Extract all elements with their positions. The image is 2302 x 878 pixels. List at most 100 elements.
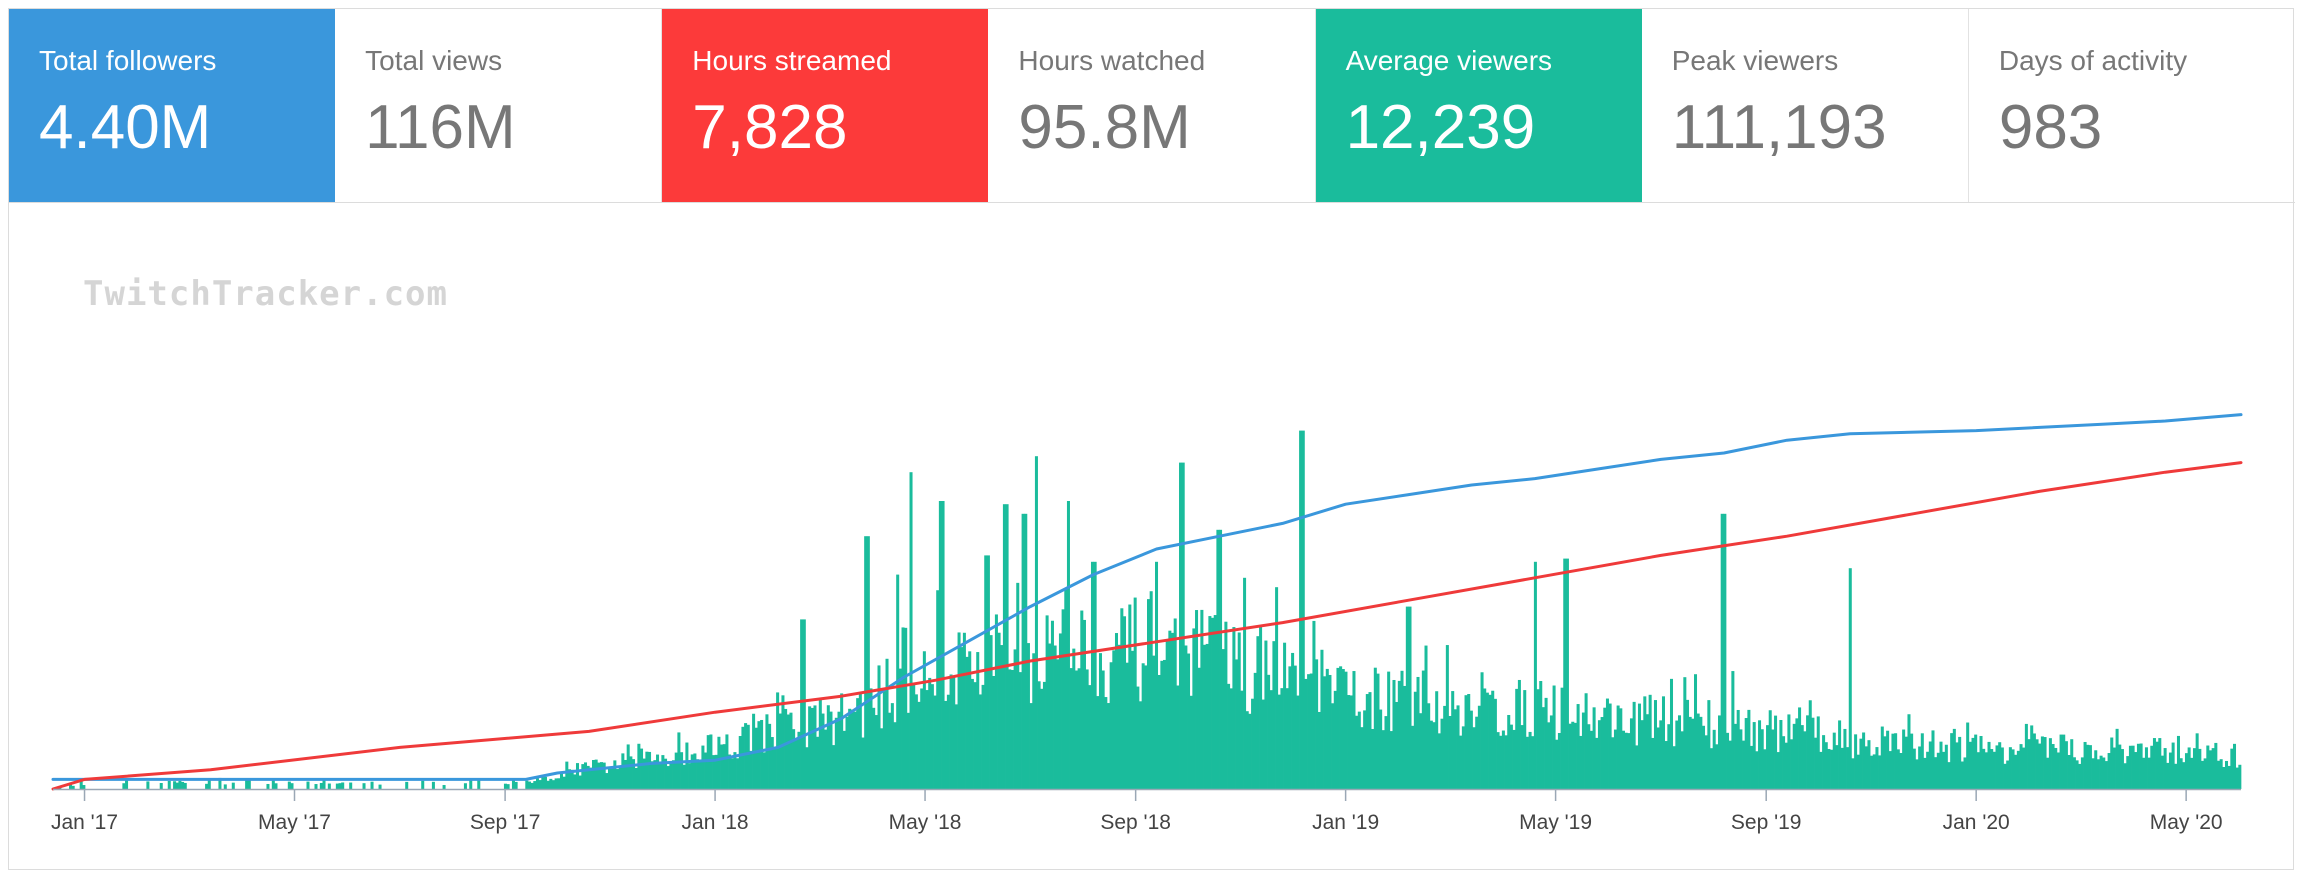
viewer-bar	[1501, 730, 1505, 789]
viewer-bar	[1371, 728, 1375, 789]
stat-value: 4.40M	[39, 93, 212, 162]
stat-hours-watched[interactable]: Hours watched 95.8M	[988, 9, 1316, 202]
viewer-bar	[1694, 674, 1698, 789]
viewer-bar	[1160, 660, 1164, 789]
viewer-bar	[866, 536, 870, 789]
chart-svg: TwitchTracker.com Jan '17 May '17 Sep '17 J…	[51, 274, 2243, 834]
viewer-bar	[1184, 645, 1188, 789]
viewer-bar	[287, 781, 291, 789]
viewer-bar	[680, 752, 684, 789]
viewer-bar	[1597, 720, 1601, 789]
viewer-bar	[2014, 754, 2018, 789]
viewer-bar	[1979, 736, 1983, 789]
stat-total-followers[interactable]: Total followers 4.40M	[9, 9, 336, 202]
viewer-bar	[936, 590, 940, 789]
viewer-bar	[912, 684, 916, 789]
viewer-bar	[1667, 724, 1671, 789]
viewer-bar	[322, 778, 326, 789]
stats-row: Total followers 4.40M Total views 116M H…	[9, 9, 2295, 203]
viewer-bar	[1216, 529, 1220, 789]
viewer-bar	[2136, 743, 2140, 789]
viewer-bar	[864, 536, 868, 789]
viewer-bar	[82, 785, 86, 789]
viewer-bar	[1256, 636, 1260, 789]
stat-value: 116M	[365, 93, 516, 162]
viewer-bar	[2233, 743, 2237, 789]
viewer-bar	[181, 781, 185, 789]
viewer-bar	[1018, 672, 1022, 789]
viewer-bar	[685, 742, 689, 789]
viewer-bar	[1421, 670, 1425, 789]
viewer-bar	[1798, 707, 1802, 789]
viewer-bar	[2203, 758, 2207, 789]
viewer-bar	[2144, 747, 2148, 789]
viewer-bar	[2224, 760, 2229, 789]
viewer-bar	[640, 748, 644, 789]
viewer-bar	[1755, 751, 1759, 789]
viewer-bar	[1251, 698, 1255, 789]
viewer-bar	[1862, 732, 1866, 789]
viewer-bar	[125, 780, 129, 789]
viewer-bar	[1064, 589, 1068, 789]
viewer-bar	[1856, 754, 1860, 789]
dashboard-frame: Total followers 4.40M Total views 116M H…	[8, 8, 2295, 870]
viewer-bar	[2030, 725, 2034, 789]
viewer-bar	[1197, 667, 1201, 789]
stat-hours-streamed[interactable]: Hours streamed 7,828	[662, 9, 989, 202]
stat-peak-viewers[interactable]: Peak viewers 111,193	[1642, 9, 1969, 202]
viewer-bar	[2046, 757, 2050, 789]
viewer-bar	[954, 704, 958, 789]
stat-total-views[interactable]: Total views 116M	[335, 9, 663, 202]
viewer-bar	[1683, 677, 1687, 789]
viewer-bar	[789, 712, 793, 789]
viewer-bar	[1435, 691, 1439, 789]
viewer-bar	[738, 736, 742, 789]
viewer-bar	[2062, 734, 2066, 789]
viewer-bar	[1520, 725, 1524, 789]
viewer-bar	[1173, 618, 1177, 789]
viewer-bar	[1008, 669, 1012, 789]
x-tick-label: Sep '19	[1731, 811, 1802, 834]
viewer-bar	[765, 714, 769, 789]
viewer-bar	[1747, 709, 1751, 789]
viewer-bar	[1010, 669, 1014, 789]
viewer-bar	[1611, 737, 1615, 789]
viewer-bar	[1253, 672, 1257, 789]
viewer-bar	[2051, 744, 2055, 789]
viewer-bar	[1616, 705, 1620, 789]
viewer-bar	[1758, 720, 1762, 789]
viewer-bar	[1195, 610, 1199, 789]
viewer-bar	[1269, 690, 1273, 789]
viewer-bar	[1942, 751, 1946, 789]
viewer-bar	[1984, 752, 1988, 789]
activity-chart: TwitchTracker.com Jan '17 May '17 Sep '17 J…	[9, 203, 2295, 870]
viewer-bar	[978, 694, 982, 789]
viewer-bar	[2134, 752, 2138, 789]
viewer-bar	[1992, 751, 1996, 789]
viewer-bar	[1766, 725, 1770, 789]
viewer-bar	[1429, 720, 1433, 789]
stat-label: Total views	[365, 45, 503, 76]
stat-average-viewers[interactable]: Average viewers 12,239	[1315, 9, 1642, 202]
viewer-bar	[1224, 621, 1228, 789]
viewer-bar	[1032, 653, 1036, 789]
viewer-bar	[405, 781, 409, 789]
viewer-bar	[778, 713, 782, 789]
viewer-bar	[717, 736, 721, 789]
viewer-bar	[592, 760, 596, 789]
viewer-bar	[1363, 710, 1367, 789]
stat-days-of-activity[interactable]: Days of activity 983	[1969, 9, 2295, 202]
viewer-bar	[917, 701, 921, 789]
viewer-bar	[834, 717, 838, 789]
viewer-bar	[245, 780, 249, 789]
viewer-bar	[909, 472, 913, 789]
viewer-bar	[370, 781, 374, 789]
viewer-bar	[178, 780, 182, 789]
viewer-bar	[760, 719, 764, 789]
viewer-bar	[1384, 716, 1388, 789]
viewer-bar	[901, 627, 905, 789]
viewer-bar	[682, 764, 686, 789]
viewer-bar	[2227, 765, 2231, 789]
viewer-bar	[890, 703, 894, 789]
viewer-bar	[693, 753, 697, 789]
